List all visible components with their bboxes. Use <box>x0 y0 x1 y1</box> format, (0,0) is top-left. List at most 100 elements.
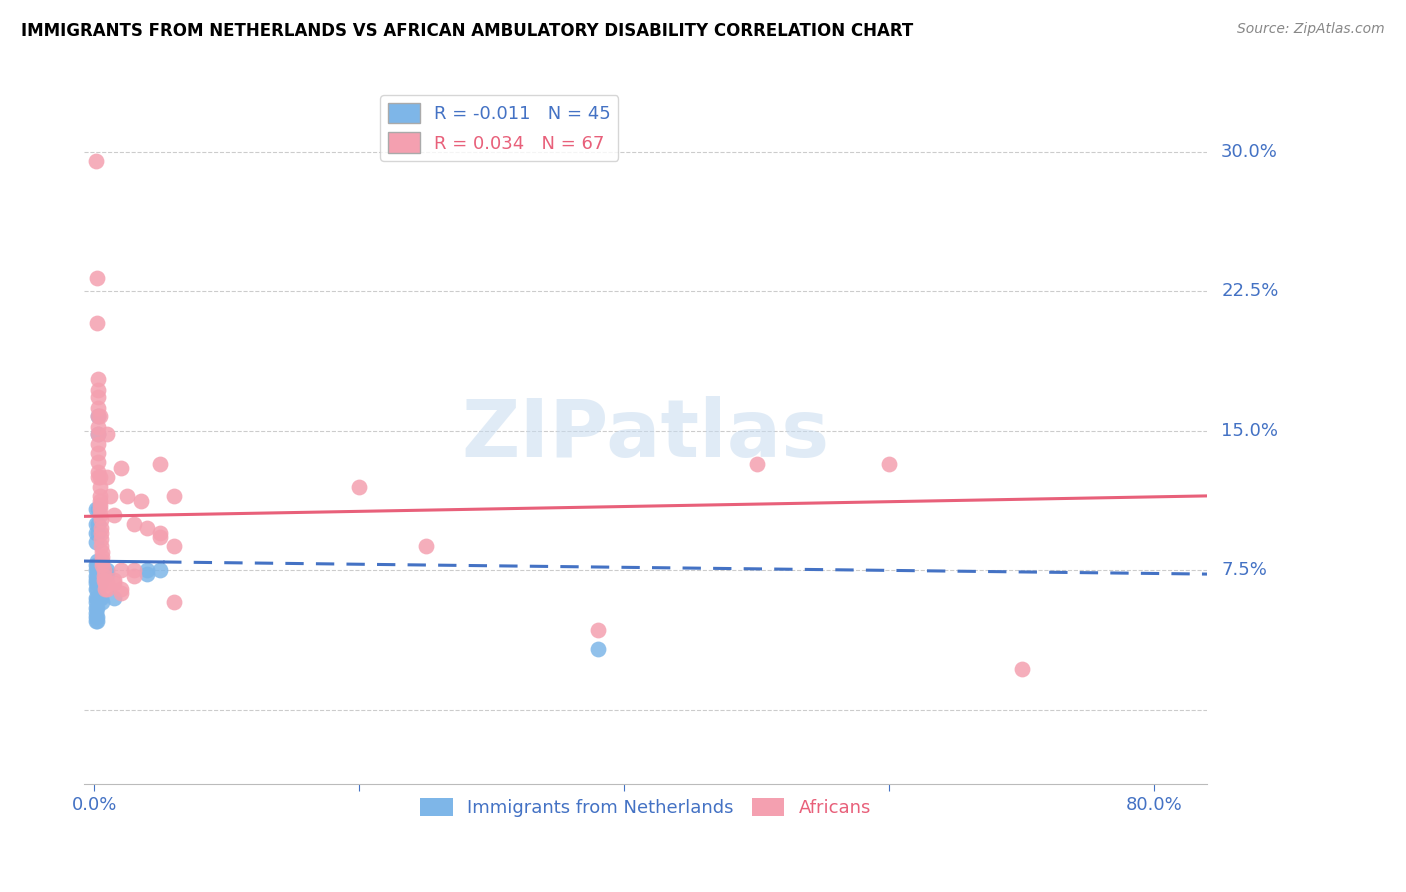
Text: 15.0%: 15.0% <box>1222 422 1278 440</box>
Point <box>129 494 152 508</box>
Point <box>87 383 110 397</box>
Point <box>84 502 107 516</box>
Point <box>90 513 112 527</box>
Point <box>136 563 159 577</box>
Point <box>90 526 112 541</box>
Point <box>90 591 112 606</box>
Point <box>86 558 108 572</box>
Point <box>136 567 159 582</box>
Point <box>136 520 159 534</box>
Point <box>86 591 108 606</box>
Point <box>84 600 107 615</box>
Point <box>84 526 107 541</box>
Point <box>84 591 107 606</box>
Point <box>84 576 107 591</box>
Point <box>96 576 118 591</box>
Point <box>163 489 186 503</box>
Point <box>86 573 108 587</box>
Point <box>84 535 107 549</box>
Point <box>149 526 172 541</box>
Point <box>96 567 118 582</box>
Point <box>84 614 107 628</box>
Point <box>110 585 132 599</box>
Point <box>93 569 115 583</box>
Point <box>86 554 108 568</box>
Point <box>103 573 125 587</box>
Point <box>87 470 110 484</box>
Point <box>94 576 117 591</box>
Point <box>84 573 107 587</box>
Point <box>110 563 132 577</box>
Point <box>89 508 111 522</box>
Point <box>103 508 125 522</box>
Point <box>103 591 125 606</box>
Point <box>84 606 107 620</box>
Point <box>149 563 172 577</box>
Point <box>89 502 111 516</box>
Point <box>163 539 186 553</box>
Point <box>84 569 107 583</box>
Point <box>89 409 111 423</box>
Point <box>87 526 110 541</box>
Point <box>96 427 118 442</box>
Legend: Immigrants from Netherlands, Africans: Immigrants from Netherlands, Africans <box>413 790 879 824</box>
Point <box>117 489 139 503</box>
Point <box>84 153 107 168</box>
Point <box>110 461 132 475</box>
Point <box>90 520 112 534</box>
Point <box>93 563 115 577</box>
Point <box>89 591 111 606</box>
Text: IMMIGRANTS FROM NETHERLANDS VS AFRICAN AMBULATORY DISABILITY CORRELATION CHART: IMMIGRANTS FROM NETHERLANDS VS AFRICAN A… <box>21 22 914 40</box>
Point <box>90 539 112 553</box>
Point <box>87 371 110 385</box>
Point <box>1011 662 1033 676</box>
Point <box>86 271 108 285</box>
Point <box>87 465 110 479</box>
Point <box>84 610 107 624</box>
Point <box>163 595 186 609</box>
Point <box>86 563 108 577</box>
Point <box>89 498 111 512</box>
Point <box>84 595 107 609</box>
Point <box>87 437 110 451</box>
Point <box>90 532 112 546</box>
Point <box>586 641 609 656</box>
Point <box>87 446 110 460</box>
Point <box>87 409 110 423</box>
Point <box>98 489 121 503</box>
Point <box>91 545 114 559</box>
Point <box>89 489 111 503</box>
Point <box>91 550 114 565</box>
Point <box>86 610 108 624</box>
Point <box>86 600 108 615</box>
Point <box>96 563 118 577</box>
Point <box>745 457 768 471</box>
Point <box>110 582 132 596</box>
Text: 30.0%: 30.0% <box>1222 143 1278 161</box>
Point <box>122 516 145 531</box>
Point <box>586 623 609 637</box>
Text: Source: ZipAtlas.com: Source: ZipAtlas.com <box>1237 22 1385 37</box>
Point <box>84 563 107 577</box>
Point <box>91 554 114 568</box>
Point <box>87 420 110 434</box>
Point <box>86 316 108 330</box>
Point <box>122 569 145 583</box>
Point <box>87 390 110 404</box>
Point <box>89 576 111 591</box>
Text: 7.5%: 7.5% <box>1222 561 1267 580</box>
Point <box>89 470 111 484</box>
Point <box>84 516 107 531</box>
Point <box>103 576 125 591</box>
Point <box>87 401 110 416</box>
Point <box>87 516 110 531</box>
Point <box>91 595 114 609</box>
Point <box>91 558 114 572</box>
Point <box>87 455 110 469</box>
Text: ZIPatlas: ZIPatlas <box>461 396 830 475</box>
Point <box>86 569 108 583</box>
Point <box>87 563 110 577</box>
Point <box>84 558 107 572</box>
Point <box>349 480 371 494</box>
Point <box>94 582 117 596</box>
